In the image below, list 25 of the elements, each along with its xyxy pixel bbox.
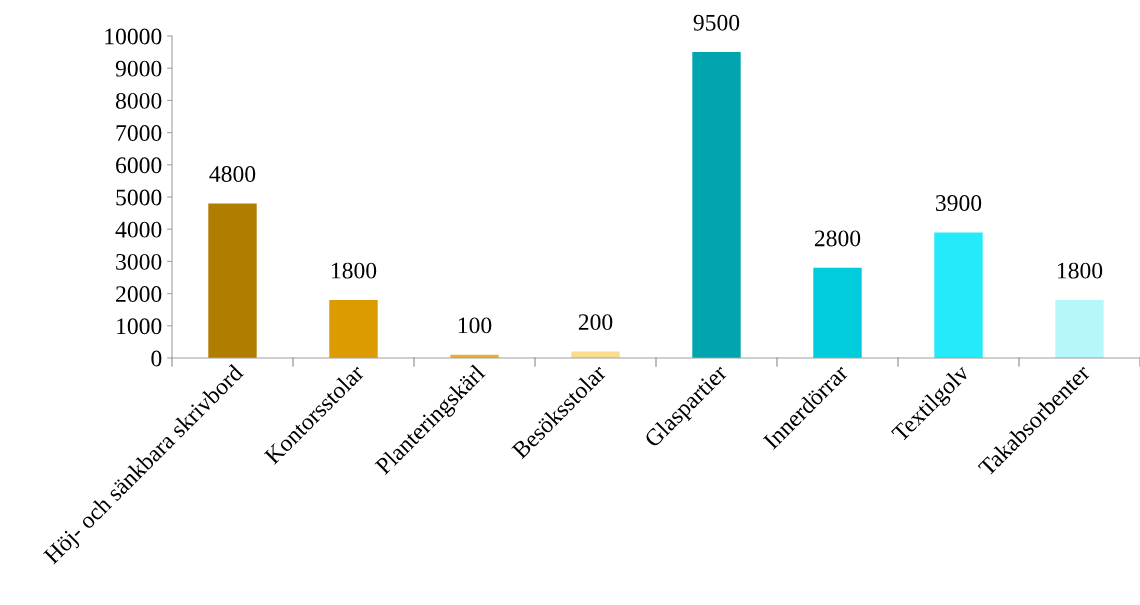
y-tick-label: 10000 — [105, 28, 162, 45]
y-tick-label: 3000 — [116, 253, 162, 270]
y-tick-label: 8000 — [115, 92, 162, 109]
bar — [692, 52, 741, 358]
data-label: 9500 — [693, 14, 740, 31]
y-tick-label: 4000 — [115, 221, 162, 238]
data-label: 2800 — [814, 230, 861, 247]
bar — [934, 232, 983, 358]
y-tick-label: 5000 — [116, 189, 162, 206]
y-tick-label: 9000 — [115, 60, 162, 77]
y-tick-label: 7000 — [116, 125, 162, 142]
data-label: 4800 — [209, 166, 256, 182]
data-label: 200 — [578, 314, 613, 331]
bar — [329, 300, 378, 358]
y-tick-label: 6000 — [116, 157, 162, 174]
data-label: 1800 — [1057, 262, 1103, 279]
data-label: 100 — [458, 317, 492, 334]
bar — [813, 267, 862, 358]
bar — [1055, 300, 1104, 358]
y-tick-label: 1000 — [117, 318, 162, 335]
data-label: 3900 — [936, 195, 982, 211]
y-tick-label: 0 — [151, 350, 162, 367]
y-tick-label: 2000 — [116, 286, 162, 303]
bar — [208, 203, 257, 358]
data-label: 1800 — [331, 262, 377, 279]
